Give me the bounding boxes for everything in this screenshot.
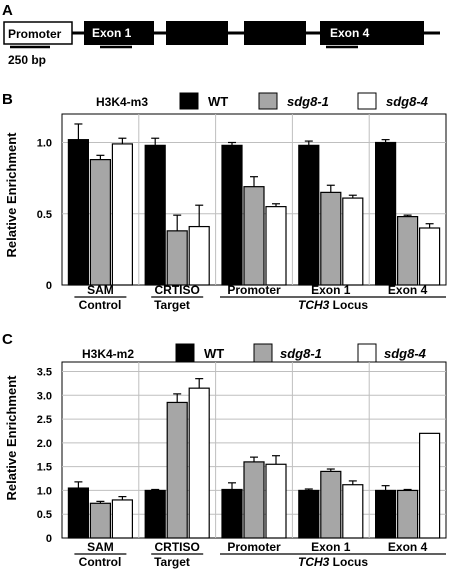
gene-model: A Promoter Exon 1 Exon 4 250 bp (2, 2, 440, 67)
panel-b-bar-exon-4-wt (375, 141, 397, 286)
panel-c-legend: WT sdg8-1 sdg8-4 (175, 343, 427, 363)
panel-c-y-tick-label: 0 (46, 533, 52, 545)
legend-swatch-sdg8-1 (258, 92, 278, 110)
panel-c-locus-word: Locus (329, 555, 368, 569)
panel-b-category-label-exon-4: Exon 4 (388, 283, 428, 297)
legend-label-wt: WT (208, 94, 228, 109)
panel-b-bar-exon-4-sdg8-4 (419, 227, 441, 286)
panel-b-locus-gene: TCH3 (298, 298, 330, 312)
panel-c-bar-sam-sdg8-4 (111, 499, 134, 539)
exon-1-box (84, 21, 154, 45)
legend-swatch-wt (179, 92, 199, 110)
panel-c-category-label-crtiso: CRTISO (155, 540, 200, 554)
panel-b-bar-exon-1-wt (298, 144, 320, 286)
panel-b-bar-sam-wt (67, 139, 90, 286)
panel-c-y-axis-label: Relative Enrichment (4, 375, 19, 501)
panel-b-plot: 0 0.5 1.0 SAM CRTISO Promoter Exon 1 Exon 4 (37, 113, 447, 298)
legend-label-sdg8-1: sdg8-1 (280, 346, 322, 361)
panel-b-bar-crtiso-sdg8-4 (188, 225, 210, 286)
exon-3-box (244, 21, 306, 45)
scale-bar-label: 250 bp (8, 53, 46, 67)
panel-b-category-label-sam: SAM (87, 283, 114, 297)
panel-c-bar-sam-sdg8-1 (89, 502, 112, 539)
panel-c-bar-crtiso-wt (144, 489, 166, 539)
panel-c-title: H3K4-m2 (82, 347, 134, 361)
panel-c-y-tick-label: 2.0 (37, 438, 52, 450)
legend-label-sdg8-1: sdg8-1 (287, 94, 329, 109)
panel-c-category-label-exon-1: Exon 1 (311, 540, 351, 554)
panel-b-bar-exon-1-sdg8-4 (342, 197, 364, 286)
legend-swatch-sdg8-1 (253, 343, 273, 363)
panel-c-bar-exon-4-sdg8-4 (419, 432, 441, 539)
panel-c-y-tick-label: 3.5 (37, 367, 52, 379)
promoter-label: Promoter (8, 27, 62, 41)
panel-c-bar-sam-wt (67, 487, 90, 539)
panel-c-y-tick-label: 0.5 (37, 509, 52, 521)
panel-b-bar-crtiso-wt (144, 144, 166, 286)
panel-b-bar-promoter-sdg8-4 (265, 206, 287, 286)
panel-c-bar-promoter-wt (221, 488, 243, 539)
panel-letter-c: C (2, 331, 13, 348)
panel-b-bar-exon-4-sdg8-1 (397, 216, 419, 286)
panel-b-group-control: Control (79, 298, 122, 312)
legend-swatch-sdg8-4 (357, 92, 377, 110)
panel-c-y-tick-label: 1.5 (37, 462, 52, 474)
panel-c-bar-exon-4-wt (375, 489, 397, 539)
panel-c-locus-gene: TCH3 (298, 555, 330, 569)
panel-b-y-tick-label: 0.5 (37, 209, 52, 221)
panel-b-bar-sam-sdg8-4 (111, 143, 134, 286)
panel-b-title: H3K4-m3 (96, 95, 148, 109)
panel-b-legend: WT sdg8-1 sdg8-4 (179, 92, 429, 110)
exon-4-label: Exon 4 (330, 26, 370, 40)
panel-b-h3k4m3: B Relative Enrichment H3K4-m3 WT sdg8-1 … (2, 91, 447, 312)
panel-c-group-locus: TCH3 Locus (298, 555, 368, 569)
panel-c-bar-exon-1-sdg8-1 (320, 470, 342, 539)
panel-b-bar-crtiso-sdg8-1 (166, 230, 188, 286)
legend-swatch-sdg8-4 (357, 343, 377, 363)
exon-2-box (166, 21, 228, 45)
panel-b-bar-promoter-sdg8-1 (243, 186, 265, 286)
panel-c-category-label-sam: SAM (87, 540, 114, 554)
panel-b-group-locus: TCH3 Locus (298, 298, 368, 312)
panel-c-group-control: Control (79, 555, 122, 569)
panel-b-category-label-crtiso: CRTISO (155, 283, 200, 297)
panel-c-group-target: Target (154, 555, 190, 569)
panel-b-y-axis-label: Relative Enrichment (4, 132, 19, 258)
panel-c-bar-exon-1-wt (298, 489, 320, 539)
panel-b-y-tick-label: 1.0 (37, 138, 52, 150)
panel-c-bar-promoter-sdg8-1 (243, 461, 265, 539)
panel-b-bar-exon-1-sdg8-1 (320, 191, 342, 286)
panel-b-y-tick-label: 0 (46, 280, 52, 292)
panel-c-plot: 0 0.5 1.0 1.5 2.0 2.5 3.0 3.5 SAM CRTISO Promoter E… (37, 361, 447, 555)
exon-1-label: Exon 1 (92, 26, 132, 40)
legend-label-sdg8-4: sdg8-4 (386, 94, 429, 109)
panel-c-bar-exon-1-sdg8-4 (342, 484, 364, 539)
legend-label-wt: WT (204, 346, 224, 361)
panel-letter-b: B (2, 91, 13, 108)
panel-b-category-label-promoter: Promoter (227, 283, 281, 297)
panel-b-bar-sam-sdg8-1 (89, 159, 112, 286)
panel-c-bar-exon-4-sdg8-1 (397, 489, 419, 539)
panel-c-y-tick-label: 3.0 (37, 390, 52, 402)
panel-b-bar-promoter-wt (221, 144, 243, 286)
legend-swatch-wt (175, 343, 195, 363)
panel-c-y-tick-label: 1.0 (37, 485, 52, 497)
panel-c-bar-crtiso-sdg8-1 (166, 401, 188, 539)
panel-b-locus-word: Locus (329, 298, 368, 312)
panel-b-group-target: Target (154, 298, 190, 312)
promoter-box (3, 21, 73, 45)
panel-c-category-label-exon-4: Exon 4 (388, 540, 428, 554)
panel-b-category-label-exon-1: Exon 1 (311, 283, 351, 297)
panel-c-bar-crtiso-sdg8-4 (188, 387, 210, 539)
exon-4-box (320, 21, 424, 45)
panel-c-category-label-promoter: Promoter (227, 540, 281, 554)
panel-letter-a: A (2, 2, 13, 19)
legend-label-sdg8-4: sdg8-4 (384, 346, 427, 361)
panel-c-y-tick-label: 2.5 (37, 414, 52, 426)
panel-c-bar-promoter-sdg8-4 (265, 463, 287, 539)
panel-c-h3k4m2: C Relative Enrichment H3K4-m2 WT sdg8-1 … (2, 331, 447, 569)
